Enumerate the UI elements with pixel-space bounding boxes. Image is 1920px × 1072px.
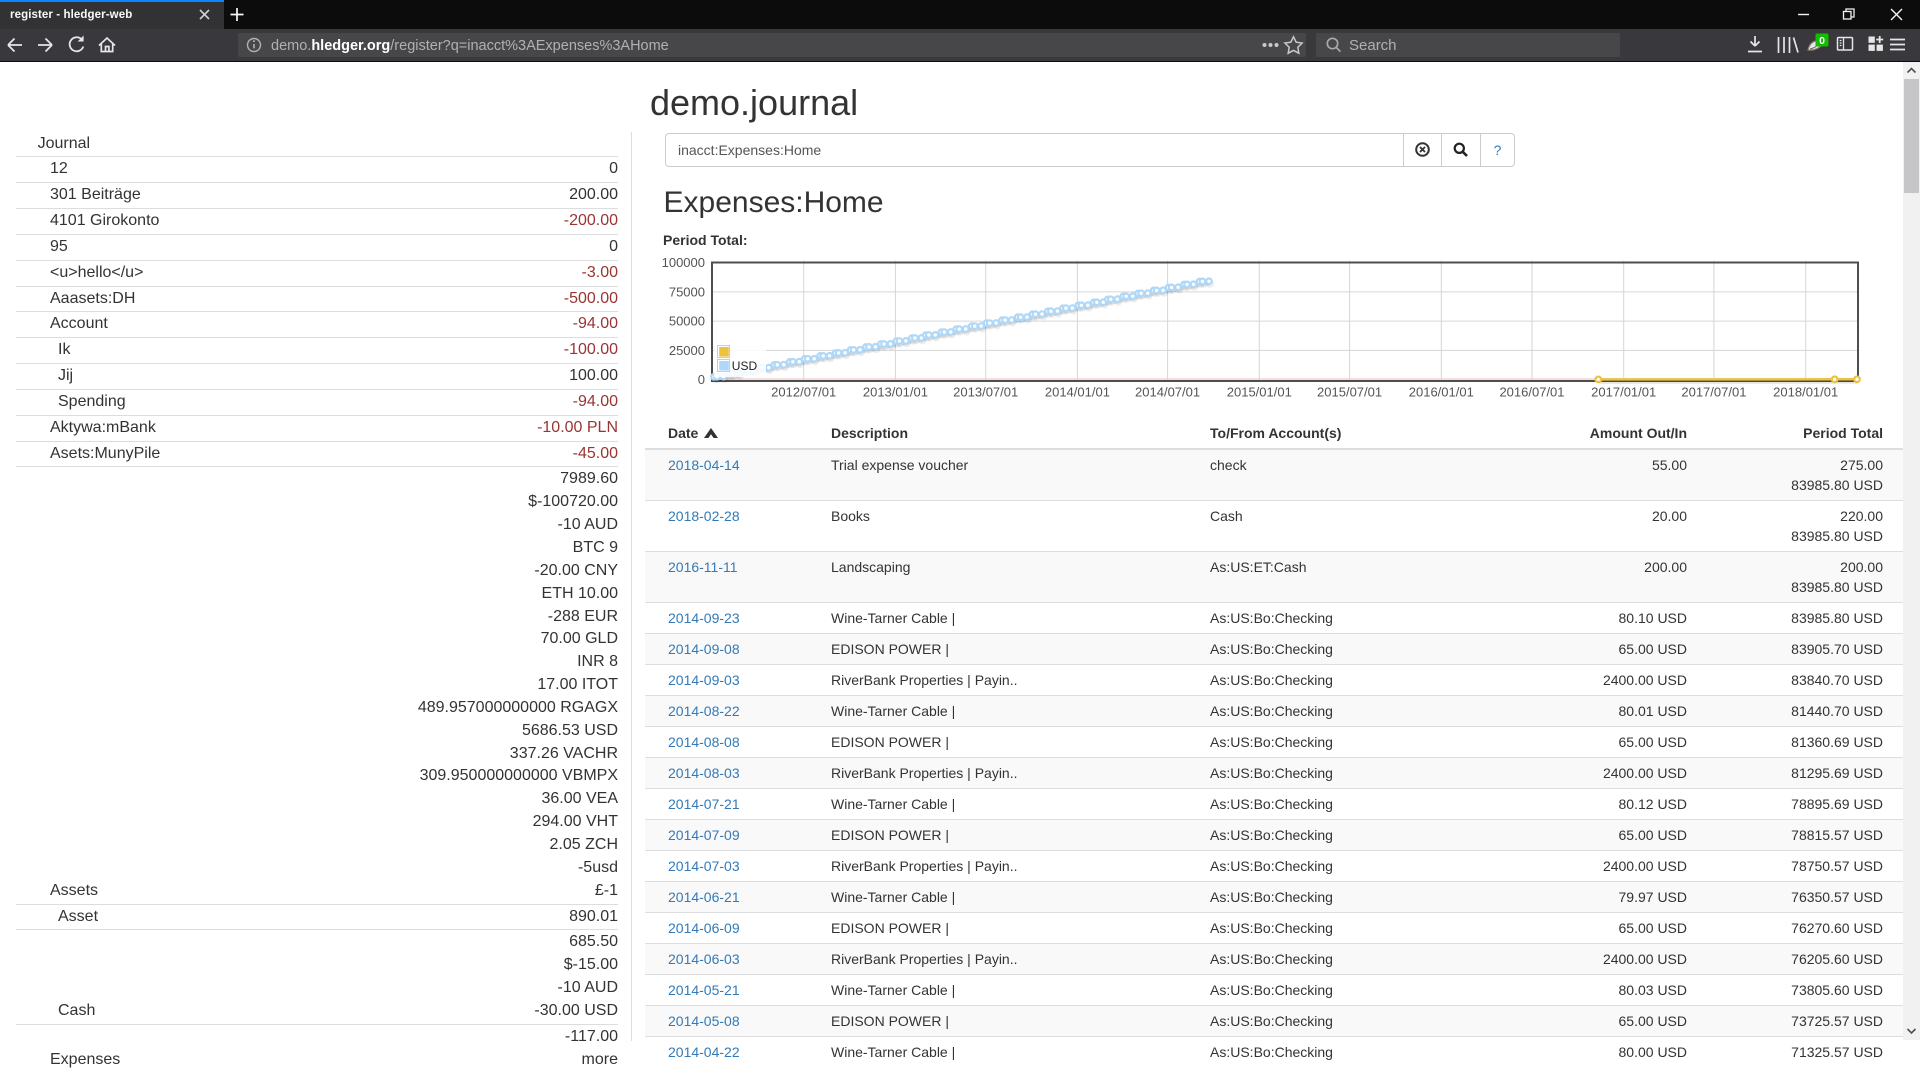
svg-text:75000: 75000	[669, 284, 705, 299]
svg-text:2015/07/01: 2015/07/01	[1317, 385, 1382, 400]
svg-text:0: 0	[1819, 35, 1825, 47]
svg-text:2016/01/01: 2016/01/01	[1409, 385, 1474, 400]
svg-text:100000: 100000	[662, 255, 705, 270]
svg-text:2012/07/01: 2012/07/01	[771, 385, 836, 400]
svg-text:2017/01/01: 2017/01/01	[1591, 385, 1656, 400]
svg-text:2017/07/01: 2017/07/01	[1681, 385, 1746, 400]
svg-text:2018/01/01: 2018/01/01	[1773, 385, 1838, 400]
svg-text:2014/07/01: 2014/07/01	[1135, 385, 1200, 400]
svg-text:USD: USD	[732, 359, 758, 373]
svg-text:2016/07/01: 2016/07/01	[1499, 385, 1564, 400]
svg-text:25000: 25000	[669, 343, 705, 358]
svg-text:0: 0	[698, 372, 705, 387]
svg-text:2013/07/01: 2013/07/01	[953, 385, 1018, 400]
svg-text:2014/01/01: 2014/01/01	[1045, 385, 1110, 400]
svg-text:2013/01/01: 2013/01/01	[863, 385, 928, 400]
svg-text:2015/01/01: 2015/01/01	[1227, 385, 1292, 400]
svg-text:50000: 50000	[669, 314, 705, 329]
